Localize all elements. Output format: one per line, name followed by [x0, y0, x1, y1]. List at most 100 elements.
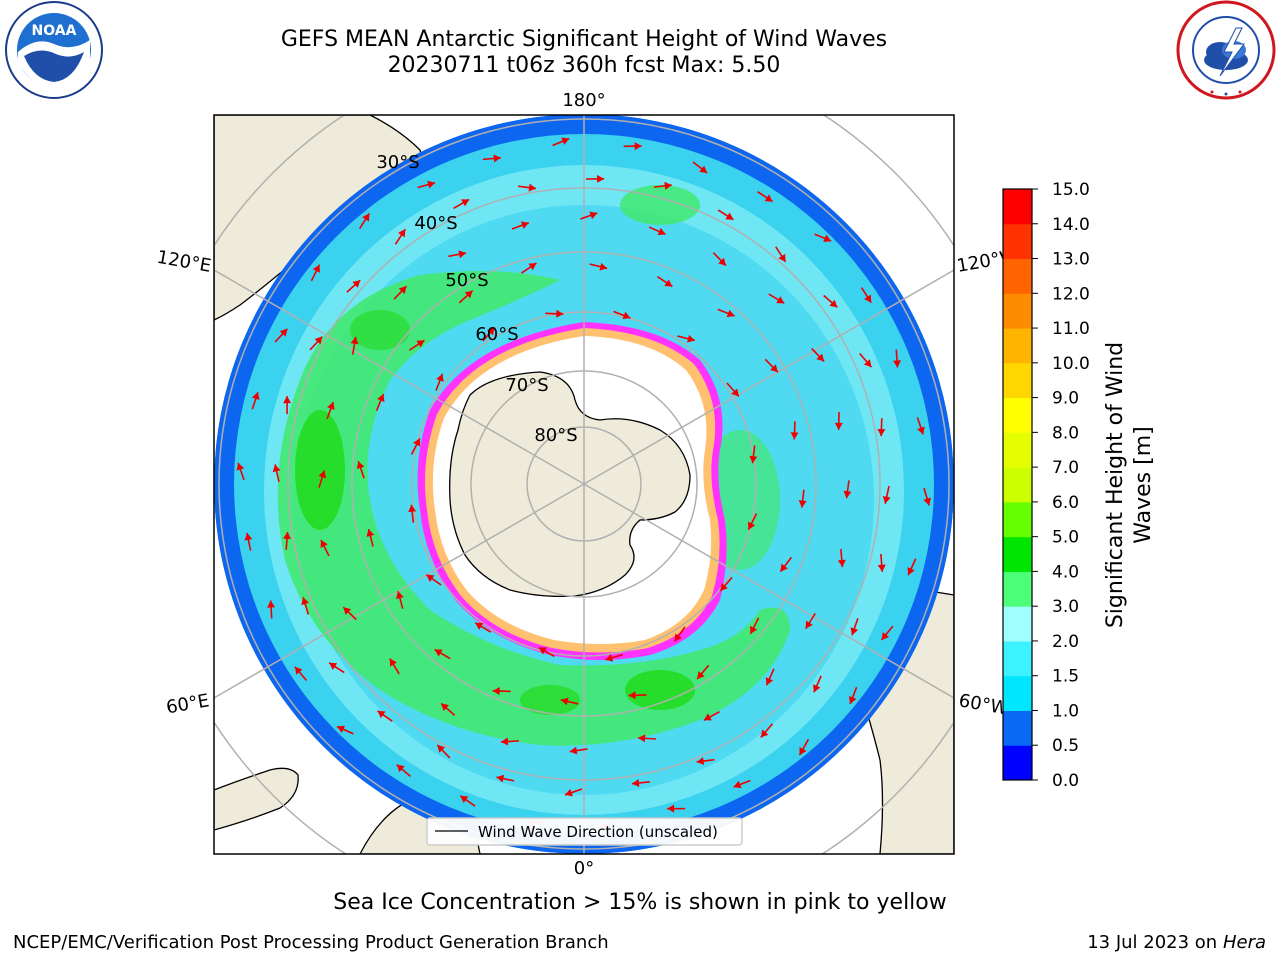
wind-wave-arrow	[726, 382, 740, 397]
wind-wave-arrow	[848, 686, 858, 705]
wind-wave-arrow	[294, 666, 308, 681]
wind-wave-arrow	[564, 788, 583, 797]
wind-wave-arrows	[236, 137, 931, 830]
wind-wave-arrow	[393, 285, 408, 300]
wind-wave-arrow	[474, 622, 492, 633]
wind-wave-arrow	[638, 734, 657, 743]
lon-label-120w: 120°W	[955, 246, 1019, 277]
wind-wave-arrow	[342, 606, 357, 621]
wind-wave-arrow	[580, 211, 598, 220]
wind-wave-arrow	[366, 528, 375, 547]
wind-wave-arrow	[326, 401, 335, 420]
wind-wave-arrow	[790, 421, 799, 440]
sea-ice-note: Sea Ice Concentration > 15% is shown in …	[333, 890, 947, 915]
wind-wave-arrow	[251, 391, 260, 410]
wind-wave-arrow	[877, 553, 886, 572]
wind-wave-arrow	[719, 576, 733, 592]
wind-wave-arrow	[283, 396, 292, 415]
wind-wave-arrow	[408, 504, 417, 523]
antarctica-landmass	[449, 371, 691, 598]
wind-wave-arrow	[765, 668, 775, 686]
wind-wave-arrow	[798, 739, 810, 756]
lat-label-60s: 60°S	[475, 324, 518, 345]
wind-wave-arrow	[301, 596, 310, 615]
wind-wave-arrow	[859, 353, 873, 368]
wind-wave-arrow	[843, 480, 852, 499]
wind-wave-arrow	[328, 662, 345, 674]
wind-wave-arrow	[747, 513, 758, 531]
wind-wave-arrow	[394, 228, 406, 245]
wind-wave-arrow	[893, 349, 902, 368]
wind-wave-arrow	[703, 710, 720, 721]
wind-wave-arrow	[521, 262, 537, 274]
chart-title: GEFS MEAN Antarctic Significant Height o…	[280, 27, 888, 52]
wind-wave-arrow	[283, 531, 292, 550]
wind-wave-arrow	[511, 221, 530, 230]
wind-wave-arrow	[552, 137, 570, 147]
lon-label-0: 0°	[574, 858, 594, 879]
wind-wave-arrow	[492, 687, 511, 696]
wind-wave-arrow	[482, 154, 501, 163]
wind-wave-arrow	[440, 702, 456, 716]
wind-wave-arrow	[377, 710, 393, 722]
wind-wave-arrow	[274, 328, 289, 343]
wind-wave-arrow	[811, 347, 825, 362]
wind-wave-arrow	[448, 250, 467, 259]
wind-wave-arrow	[320, 539, 330, 557]
wind-wave-arrow	[358, 213, 371, 229]
wind-wave-arrow	[860, 287, 872, 304]
wind-wave-arrow	[907, 558, 917, 576]
wind-wave-arrow	[813, 675, 822, 693]
wind-wave-arrow	[244, 532, 253, 551]
wind-wave-arrow	[760, 723, 774, 738]
lat-label-70s: 70°S	[505, 375, 548, 396]
wind-wave-arrow	[500, 737, 519, 746]
wind-wave-arrow	[717, 308, 735, 318]
wind-wave-arrow	[613, 310, 631, 320]
lon-label-120e: 120°E	[155, 247, 213, 277]
wind-wave-arrow	[805, 612, 816, 630]
svg-text:NOAA: NOAA	[32, 23, 77, 39]
wind-wave-arrow	[814, 233, 832, 243]
wind-wave-arrow	[656, 275, 673, 288]
wind-wave-arrow	[733, 779, 751, 789]
wind-wave-arrow	[692, 161, 708, 174]
wind-wave-arrow	[482, 326, 496, 342]
lon-label-180: 180°	[562, 90, 605, 111]
wind-wave-arrow	[375, 393, 385, 411]
wind-wave-arrow	[696, 757, 715, 766]
wind-wave-arrow	[631, 778, 650, 787]
wind-wave-arrow	[272, 464, 281, 483]
wind-wave-arrow	[309, 336, 323, 351]
wind-wave-arrow	[538, 646, 555, 658]
wind-wave-arrow	[408, 339, 425, 351]
wind-wave-arrow	[396, 591, 404, 609]
wind-wave-arrow	[336, 725, 354, 735]
wind-wave-arrow	[310, 264, 321, 282]
wind-wave-arrow	[545, 309, 564, 318]
wind-wave-arrow	[569, 746, 588, 755]
wind-wave-arrow	[717, 209, 734, 221]
lat-label-80s: 80°S	[534, 425, 577, 446]
longitude-gridlines	[214, 115, 954, 854]
wind-wave-arrow	[346, 279, 361, 293]
wind-wave-arrow	[775, 246, 787, 263]
wind-wave-arrow	[605, 653, 623, 662]
wind-wave-arrow	[453, 198, 470, 210]
wind-wave-arrow	[425, 574, 442, 586]
wind-wave-arrow	[923, 487, 931, 506]
wind-wave-arrow	[628, 691, 647, 700]
wind-wave-arrow	[823, 294, 838, 308]
wind-wave-arrow	[435, 373, 444, 391]
lat-label-40s: 40°S	[414, 213, 457, 234]
wave-height-green-band	[277, 271, 790, 746]
wind-wave-arrow	[458, 289, 474, 304]
wind-wave-arrow	[648, 226, 666, 236]
lon-label-60w: 60°W	[957, 690, 1010, 719]
wind-wave-arrow	[459, 795, 476, 807]
wind-wave-arrow	[882, 485, 891, 504]
wind-wave-arrow	[434, 648, 451, 660]
map-frame	[213, 114, 955, 855]
noaa-logo: NOAA	[5, 1, 103, 99]
